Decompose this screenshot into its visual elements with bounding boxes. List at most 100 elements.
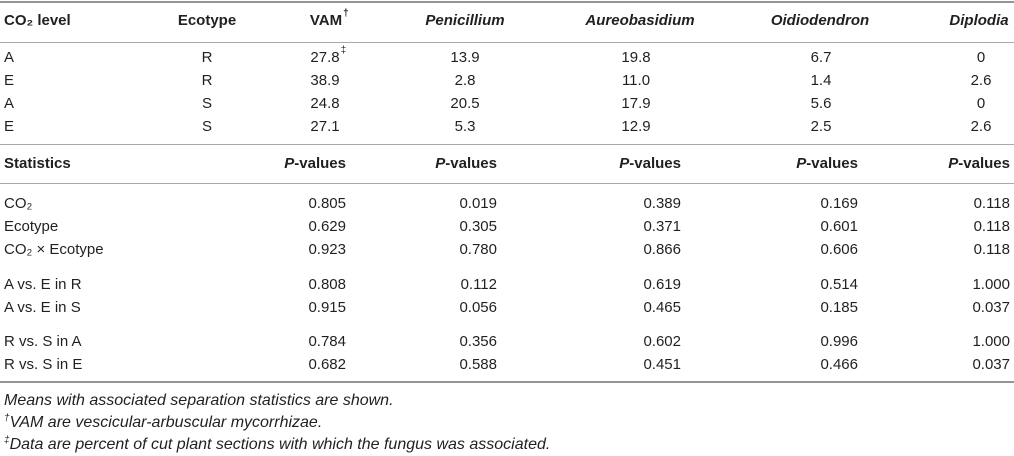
oidiodendron-p-value: 0.169 (820, 195, 858, 212)
oidiodendron-p-value: 0.996 (820, 333, 858, 350)
aureobasidium-p-value: 0.371 (643, 218, 681, 235)
diplodia-p-value: 0.118 (973, 195, 1010, 212)
p-values-header: P-values (284, 153, 346, 175)
penicillium-cell: 20.5 (450, 95, 480, 112)
diplodia-p-value: 1.000 (972, 333, 1010, 350)
aureobasidium-p-value: 0.389 (643, 195, 681, 212)
p-values-suffix: -values (445, 155, 497, 172)
aureobasidium-p-value: 0.866 (643, 241, 681, 258)
statistic-label: CO₂ (4, 195, 33, 212)
co2-level-cell: A (4, 95, 15, 112)
header-vam: VAM † (309, 8, 349, 32)
footnote: ‡Data are percent of cut plant sections … (4, 435, 550, 455)
ecotype-cell: R (201, 72, 213, 89)
penicillium-p-value: 0.780 (459, 241, 497, 258)
statistic-label: R vs. S in A (4, 333, 82, 350)
penicillium-cell: 13.9 (450, 49, 480, 66)
header-co2-level: CO₂ level (4, 12, 71, 29)
co2-level-cell: A (4, 49, 15, 66)
p-values-header: P-values (948, 153, 1010, 175)
statistics-row: A vs. E in R 0.808 0.112 0.619 0.514 1.0… (0, 274, 1014, 296)
oidiodendron-p-value: 0.514 (820, 276, 858, 293)
aureobasidium-p-value: 0.451 (643, 356, 681, 373)
aureobasidium-cell: 19.8 (621, 49, 651, 66)
double-dagger-mark: ‡ (340, 45, 347, 56)
oidiodendron-cell: 1.4 (810, 72, 832, 89)
p-values-header: P-values (619, 153, 681, 175)
table-row: E S 27.1 5.3 12.9 2.5 2.6 (0, 116, 1014, 138)
table-bottom-rule (0, 381, 1014, 383)
table-row: E R 38.9 2.8 11.0 1.4 2.6 (0, 70, 1014, 92)
dagger-mark: † (343, 8, 349, 19)
vam-value: 27.8 (310, 49, 340, 66)
oidiodendron-p-value: 0.606 (820, 241, 858, 258)
diplodia-p-value: 0.037 (972, 356, 1010, 373)
header-rule (0, 42, 1014, 43)
p-symbol: P (619, 155, 630, 172)
footnote-text: VAM are vescicular-arbuscular mycorrhiza… (9, 414, 323, 431)
penicillium-p-value: 0.112 (460, 276, 497, 293)
statistic-label: Ecotype (4, 218, 59, 235)
oidiodendron-p-value: 0.601 (820, 218, 858, 235)
oidiodendron-cell: 6.7 (810, 49, 832, 66)
header-penicillium: Penicillium (425, 12, 505, 29)
penicillium-cell: 2.8 (454, 72, 476, 89)
penicillium-p-value: 0.305 (459, 218, 497, 235)
statistics-header-rule (0, 183, 1014, 184)
statistic-label: CO₂ × Ecotype (4, 241, 104, 258)
p-values-suffix: -values (294, 155, 346, 172)
footnote-text: Means with associated separation statist… (4, 392, 394, 409)
diplodia-cell: 0 (976, 49, 986, 66)
diplodia-cell: 2.6 (970, 72, 992, 89)
vam-p-value: 0.915 (308, 299, 346, 316)
statistics-row: Ecotype 0.629 0.305 0.371 0.601 0.118 (0, 216, 1014, 238)
aureobasidium-cell: 11.0 (621, 72, 651, 89)
penicillium-p-value: 0.356 (459, 333, 497, 350)
means-rule (0, 144, 1014, 145)
header-diplodia: Diplodia (949, 12, 1009, 29)
vam-p-value: 0.784 (308, 333, 346, 350)
p-symbol: P (796, 155, 807, 172)
header-ecotype: Ecotype (177, 12, 237, 29)
header-vam-label: VAM (309, 12, 343, 29)
table-header-row: CO₂ level Ecotype VAM † Penicillium Aureo… (0, 8, 1014, 32)
vam-p-value: 0.805 (308, 195, 346, 212)
p-values-header: P-values (796, 153, 858, 175)
statistic-label: A vs. E in S (4, 299, 81, 316)
statistics-row: CO₂ 0.805 0.019 0.389 0.169 0.118 (0, 193, 1014, 215)
penicillium-p-value: 0.019 (459, 195, 497, 212)
table-row: A S 24.8 20.5 17.9 5.6 0 (0, 93, 1014, 115)
vam-cell: 24.8 (310, 95, 340, 112)
p-values-suffix: -values (958, 155, 1010, 172)
vam-cell: 38.9 (310, 72, 340, 89)
diplodia-p-value: 0.118 (973, 241, 1010, 258)
dagger-mark: † (4, 413, 10, 424)
header-aureobasidium: Aureobasidium (585, 12, 695, 29)
p-values-suffix: -values (806, 155, 858, 172)
header-oidiodendron: Oidiodendron (770, 12, 870, 29)
vam-p-value: 0.629 (308, 218, 346, 235)
oidiodendron-cell: 2.5 (810, 118, 832, 135)
ecotype-cell: S (201, 95, 213, 112)
p-values-suffix: -values (629, 155, 681, 172)
oidiodendron-p-value: 0.466 (820, 356, 858, 373)
statistics-row: R vs. S in E 0.682 0.588 0.451 0.466 0.0… (0, 354, 1014, 376)
penicillium-cell: 5.3 (454, 118, 476, 135)
vam-cell: 27.1 (310, 118, 340, 135)
co2-level-cell: E (4, 118, 15, 135)
statistic-label: R vs. S in E (4, 356, 83, 373)
aureobasidium-p-value: 0.465 (643, 299, 681, 316)
oidiodendron-p-value: 0.185 (820, 299, 858, 316)
aureobasidium-p-value: 0.619 (643, 276, 681, 293)
p-symbol: P (948, 155, 959, 172)
vam-cell: 27.8 ‡ (310, 45, 346, 69)
footnote-text: Data are percent of cut plant sections w… (9, 436, 551, 453)
diplodia-p-value: 0.037 (972, 299, 1010, 316)
vam-p-value: 0.923 (308, 241, 346, 258)
statistics-header-row: Statistics P-values P-values P-values P-… (0, 153, 1014, 175)
p-values-header: P-values (435, 153, 497, 175)
table-top-rule (0, 1, 1014, 3)
penicillium-p-value: 0.588 (459, 356, 497, 373)
statistic-label: A vs. E in R (4, 276, 82, 293)
p-symbol: P (435, 155, 446, 172)
